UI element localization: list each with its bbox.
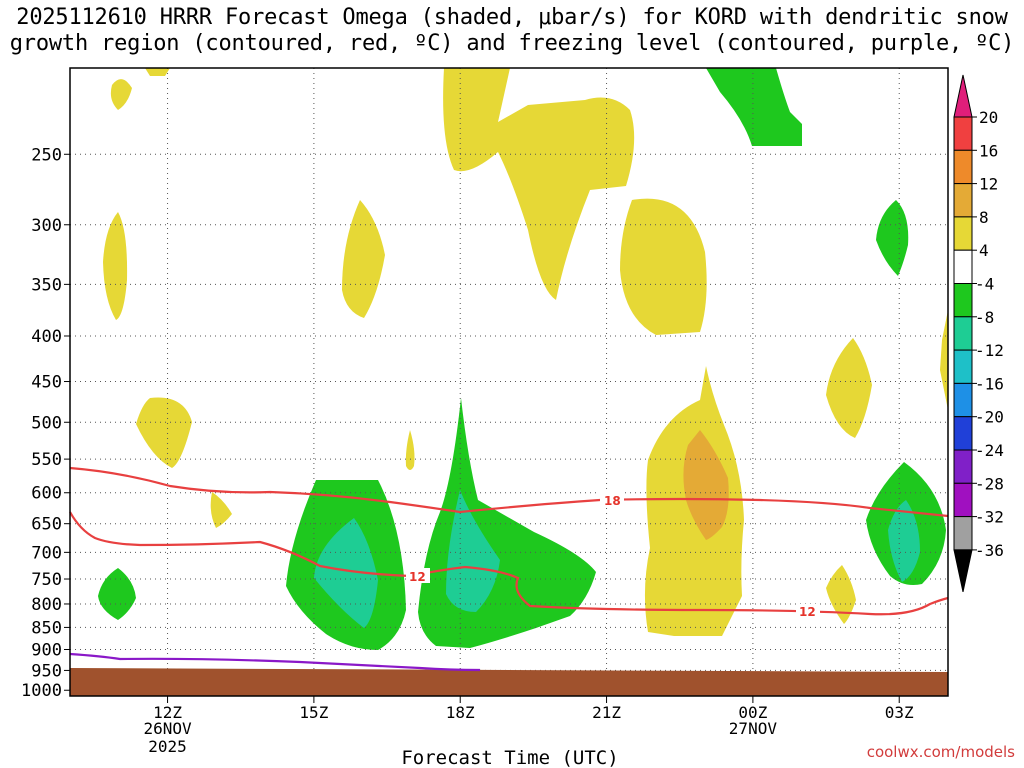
colorbar-label: 16 xyxy=(979,141,998,160)
omega-region xyxy=(876,200,909,276)
colorbar-band xyxy=(953,116,973,151)
colorbar-band xyxy=(953,516,973,551)
colorbar-band xyxy=(953,349,973,384)
omega-region xyxy=(446,490,500,612)
contour-label-bg xyxy=(406,568,430,583)
contour-labels: 18 12 12 xyxy=(406,492,820,619)
y-tick-label: 450 xyxy=(31,373,62,393)
x-tick-label: 18Z xyxy=(446,703,475,722)
colorbar-band xyxy=(953,216,973,251)
chart-title-line1: 2025112610 HRRR Forecast Omega (shaded, … xyxy=(16,5,1008,30)
x-tick-label: 00Z xyxy=(738,703,767,722)
omega-region xyxy=(443,68,635,300)
contour-label-12a: 12 xyxy=(409,570,426,584)
colorbar-label: 8 xyxy=(979,208,989,227)
colorbar-label: -24 xyxy=(975,441,1004,460)
y-tick-label: 250 xyxy=(31,145,62,165)
colorbar-label: -16 xyxy=(975,374,1004,393)
y-tick-label: 900 xyxy=(31,641,62,661)
y-tick-label: 950 xyxy=(31,661,62,681)
colorbar-band xyxy=(953,249,973,284)
omega-region xyxy=(940,310,948,410)
contour-label-18: 18 xyxy=(604,494,621,508)
omega-region xyxy=(145,68,170,76)
colorbar-label: -28 xyxy=(975,474,1004,493)
colorbar-band xyxy=(953,382,973,418)
y-tick-label: 300 xyxy=(31,216,62,236)
colorbar-label: 4 xyxy=(979,241,989,260)
omega-region xyxy=(405,430,415,470)
colorbar-label: -8 xyxy=(975,308,994,327)
omega-region xyxy=(706,68,802,146)
colorbar-band xyxy=(953,482,973,518)
omega-region xyxy=(342,200,385,318)
colorbar-label: 20 xyxy=(979,108,998,127)
credit-text: coolwx.com/models xyxy=(867,743,1015,761)
x-tick-date: 27NOV xyxy=(729,719,778,738)
colorbar-top-triangle xyxy=(953,74,973,118)
colorbar: 20 16 12 8 4 -4 -8 -12 -16 -20 -24 -28 -32 -36 xyxy=(953,74,1004,593)
colorbar-label: -4 xyxy=(975,275,994,294)
x-tick-label: 03Z xyxy=(885,703,914,722)
x-tick-label: 21Z xyxy=(592,703,621,722)
colorbar-band xyxy=(953,149,973,185)
x-tick-date: 26NOV xyxy=(143,719,192,738)
y-tick-label: 400 xyxy=(31,327,62,347)
y-tick-label: 650 xyxy=(31,515,62,535)
colorbar-band xyxy=(953,283,973,318)
omega-region xyxy=(210,492,232,528)
y-tick-label: 750 xyxy=(31,570,62,590)
colorbar-label: -36 xyxy=(975,541,1004,560)
omega-region xyxy=(683,430,729,540)
freezing-level-contour xyxy=(69,652,481,672)
colorbar-label: -32 xyxy=(975,508,1004,527)
omega-region xyxy=(110,79,132,110)
omega-region xyxy=(826,338,872,438)
y-axis: 250 300 350 400 450 500 550 600 650 700 750 800 850 9… xyxy=(21,145,70,701)
colorbar-band xyxy=(953,416,973,451)
colorbar-label: -20 xyxy=(975,408,1004,427)
colorbar-label: -12 xyxy=(975,341,1004,360)
y-tick-label: 600 xyxy=(31,484,62,504)
contour-lines xyxy=(69,466,949,672)
chart-title-line2: growth region (contoured, red, ºC) and f… xyxy=(9,31,1015,56)
x-tick-year: 2025 xyxy=(148,737,187,756)
y-tick-label: 850 xyxy=(31,618,62,638)
omega-region xyxy=(136,397,192,468)
dendritic-minus18-contour xyxy=(69,466,949,518)
y-tick-label: 1000 xyxy=(21,681,62,701)
contour-label-12b: 12 xyxy=(799,605,816,619)
y-tick-label: 500 xyxy=(31,413,62,433)
omega-region xyxy=(103,212,128,320)
omega-region xyxy=(98,568,136,620)
colorbar-band xyxy=(953,183,973,218)
colorbar-band xyxy=(953,449,973,484)
omega-region xyxy=(888,500,920,582)
omega-region xyxy=(314,518,378,628)
colorbar-band xyxy=(953,316,973,351)
ground-terrain xyxy=(70,668,948,696)
dendritic-minus12-contour xyxy=(69,511,949,616)
colorbar-label: 12 xyxy=(979,175,998,194)
contour-label-bg xyxy=(796,604,820,619)
y-tick-label: 800 xyxy=(31,595,62,615)
x-tick-label: 12Z xyxy=(153,703,182,722)
contour-label-bg xyxy=(600,492,624,507)
colorbar-bottom-triangle xyxy=(953,549,973,593)
omega-region xyxy=(826,565,856,624)
y-tick-label: 550 xyxy=(31,450,62,470)
omega-region xyxy=(620,198,707,335)
x-axis-title: Forecast Time (UTC) xyxy=(401,747,618,768)
x-tick-label: 15Z xyxy=(299,703,328,722)
y-tick-label: 350 xyxy=(31,275,62,295)
y-tick-label: 700 xyxy=(31,543,62,563)
